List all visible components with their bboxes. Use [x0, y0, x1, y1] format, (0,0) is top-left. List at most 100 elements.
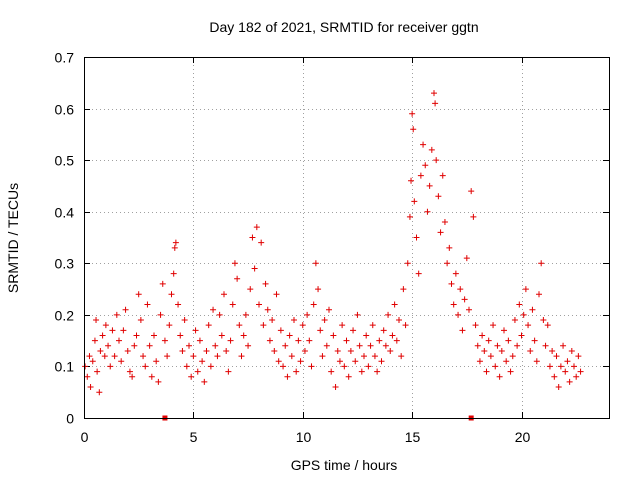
- data-point: [511, 317, 518, 324]
- data-point: [140, 353, 147, 360]
- data-point: [525, 322, 532, 329]
- data-point: [409, 110, 416, 117]
- data-point: [387, 347, 394, 354]
- data-point: [116, 337, 122, 344]
- data-point: [540, 317, 547, 324]
- data-point: [97, 347, 104, 354]
- data-point: [326, 306, 332, 313]
- data-point: [432, 100, 439, 107]
- data-point: [308, 363, 315, 370]
- data-point: [431, 90, 437, 97]
- data-point: [277, 327, 284, 334]
- x-tick-label: 10: [296, 429, 312, 445]
- data-point: [347, 347, 354, 354]
- data-point: [420, 141, 427, 148]
- data-points: [82, 90, 584, 396]
- data-point: [426, 182, 433, 189]
- data-point: [577, 368, 584, 375]
- data-point: [124, 347, 131, 354]
- data-point: [509, 353, 516, 360]
- data-point: [151, 332, 157, 339]
- data-point: [520, 311, 527, 318]
- data-point: [549, 347, 556, 354]
- data-point: [518, 332, 525, 339]
- data-point: [385, 311, 392, 318]
- data-point: [111, 353, 118, 360]
- data-point: [159, 280, 166, 287]
- data-point: [266, 337, 273, 344]
- grid-lines: [84, 57, 609, 418]
- y-tick-label: 0.1: [55, 359, 75, 375]
- x-tick-label: 15: [405, 429, 421, 445]
- data-point: [264, 306, 271, 313]
- data-point: [227, 337, 234, 344]
- data-point: [380, 327, 387, 334]
- data-point: [295, 337, 302, 344]
- data-point: [223, 347, 230, 354]
- data-point: [275, 358, 282, 365]
- data-point: [516, 301, 523, 308]
- data-point: [404, 260, 411, 267]
- data-point: [408, 177, 415, 184]
- data-point: [192, 327, 199, 334]
- data-point: [575, 353, 582, 360]
- data-point: [315, 286, 322, 293]
- y-tick-label: 0.4: [55, 205, 75, 221]
- data-point: [280, 363, 287, 370]
- data-point: [437, 229, 444, 236]
- data-point: [371, 353, 378, 360]
- data-point: [398, 353, 405, 360]
- data-point: [433, 157, 440, 164]
- data-point: [531, 337, 538, 344]
- data-point: [485, 337, 492, 344]
- plot-frame: [84, 57, 610, 419]
- data-point: [293, 368, 300, 375]
- x-axis-label: GPS time / hours: [291, 457, 398, 473]
- data-point: [273, 291, 280, 298]
- data-point: [94, 368, 101, 375]
- data-point: [538, 260, 545, 267]
- data-point: [214, 353, 221, 360]
- data-point: [439, 172, 446, 179]
- y-tick-label: 0.3: [55, 256, 75, 272]
- data-point: [133, 332, 140, 339]
- data-point: [417, 172, 424, 179]
- data-point: [350, 327, 357, 334]
- data-point: [225, 368, 232, 375]
- data-point: [514, 342, 521, 349]
- data-point: [470, 213, 477, 220]
- data-point: [389, 332, 396, 339]
- data-point: [269, 317, 276, 324]
- data-point: [527, 347, 534, 354]
- data-point: [196, 337, 203, 344]
- data-point: [566, 378, 573, 385]
- data-point: [186, 342, 192, 349]
- data-point: [463, 255, 470, 262]
- data-point: [146, 342, 153, 349]
- data-point: [148, 373, 155, 380]
- data-point: [328, 368, 335, 375]
- data-point: [194, 368, 201, 375]
- data-point: [153, 358, 160, 365]
- data-point: [444, 260, 451, 267]
- data-point: [448, 280, 455, 287]
- data-point: [415, 270, 422, 277]
- data-point: [113, 311, 120, 318]
- data-point: [367, 342, 374, 349]
- data-point: [288, 353, 295, 360]
- data-point: [203, 347, 210, 354]
- data-point: [562, 368, 569, 375]
- data-point: [190, 353, 197, 360]
- data-point: [363, 332, 370, 339]
- data-point: [188, 373, 195, 380]
- data-point: [494, 342, 501, 349]
- data-point: [118, 358, 125, 365]
- data-point: [369, 322, 376, 329]
- data-point: [282, 342, 289, 349]
- data-point: [564, 358, 571, 365]
- data-point: [490, 322, 497, 329]
- data-point: [205, 322, 212, 329]
- data-point: [505, 337, 512, 344]
- data-point: [179, 347, 186, 354]
- data-point: [271, 347, 278, 354]
